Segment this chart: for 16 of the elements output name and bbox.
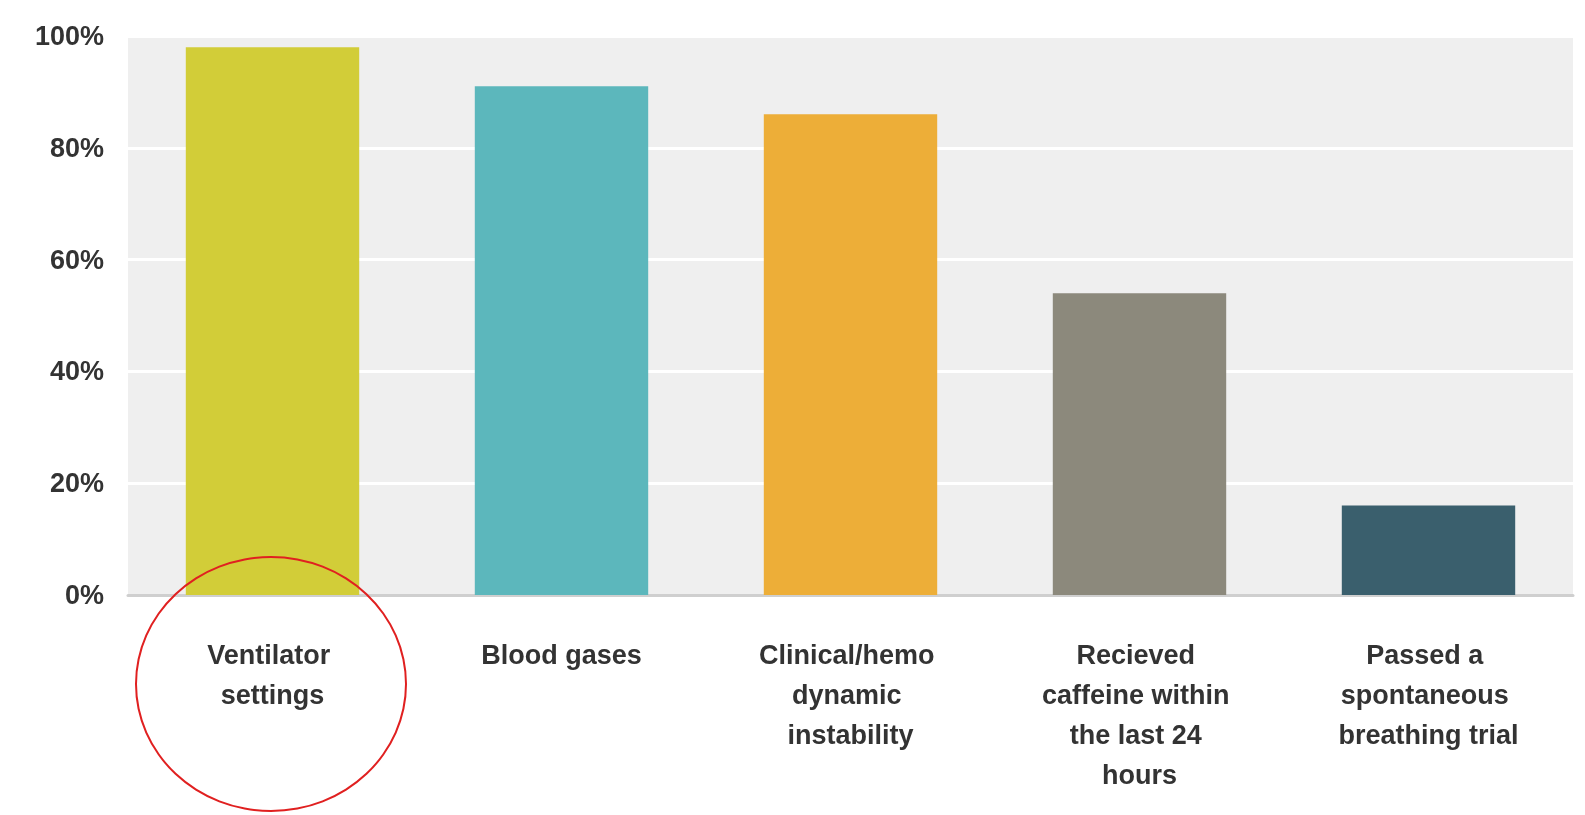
y-tick-label: 0%	[64, 580, 104, 610]
bar	[1341, 505, 1516, 595]
x-tick-label: Passed a spontaneous breathing trial	[1338, 640, 1519, 750]
x-tick-label: Blood gases	[481, 640, 642, 670]
bar	[1052, 293, 1227, 595]
y-tick-label: 40%	[49, 356, 104, 387]
y-tick-label: 80%	[49, 132, 104, 163]
x-tick-label: Recieved caffeine within the last 24 hours	[1041, 640, 1238, 790]
bar	[185, 47, 360, 595]
y-tick-label: 20%	[49, 468, 104, 499]
x-tick-label: Clinical/hemo dynamic instability	[758, 640, 943, 750]
y-tick-label: 60%	[49, 244, 104, 275]
x-tick-label: Ventilator settings	[207, 640, 338, 710]
y-tick-label: 100%	[34, 21, 104, 51]
bar	[763, 114, 938, 595]
bar	[474, 86, 649, 595]
